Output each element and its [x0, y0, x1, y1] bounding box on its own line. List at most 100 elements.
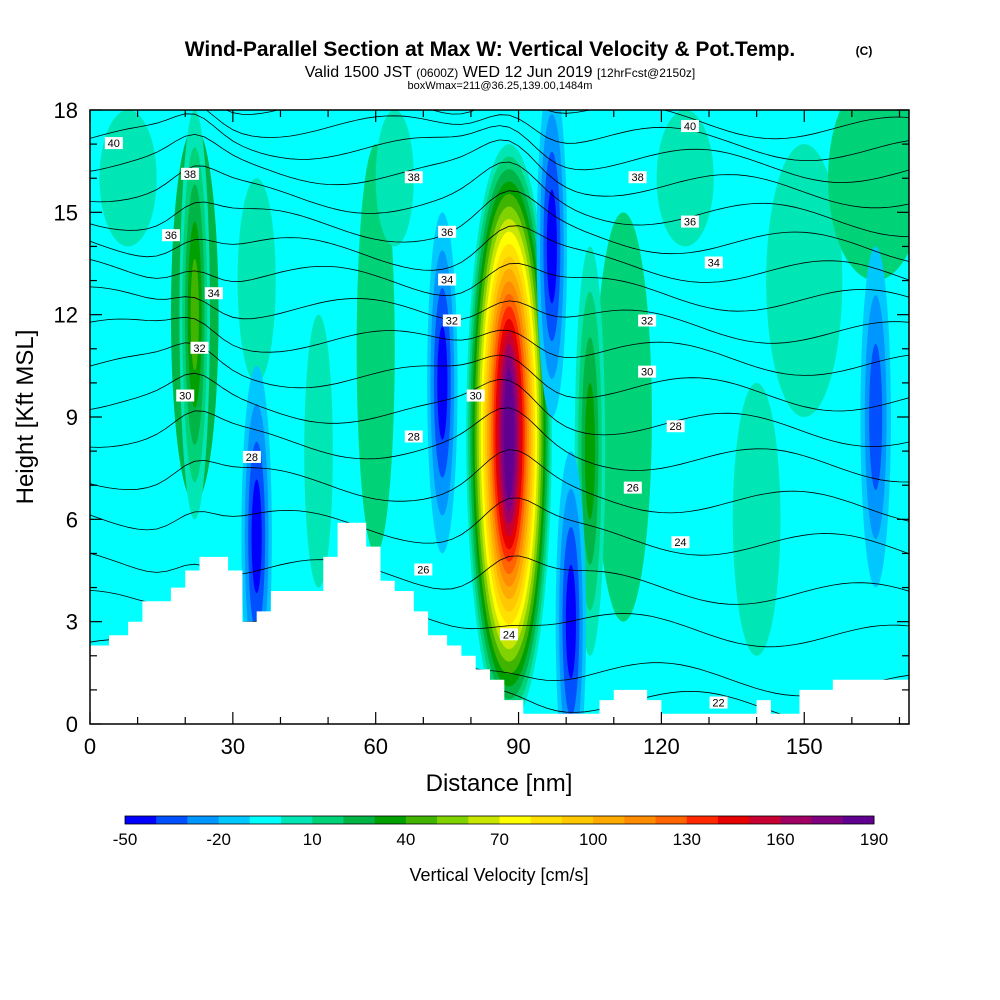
- isentrope-label: 32: [190, 341, 209, 355]
- isentrope-label-box: [638, 365, 657, 378]
- colorbar-label: Vertical Velocity [cm/s]: [409, 865, 588, 885]
- colorbar-swatch: [717, 816, 750, 824]
- colorbar-swatch: [686, 816, 719, 824]
- isentrope-label-box: [438, 225, 457, 238]
- updraft-contour: [584, 382, 596, 520]
- colorbar-swatch: [624, 816, 656, 824]
- isentrope-label-box: [704, 256, 723, 269]
- isentrope-line: [205, 110, 909, 161]
- isentrope-label: 40: [680, 120, 699, 133]
- colorbar-tick-label: 10: [303, 830, 322, 849]
- isentrope-label-text: 38: [408, 172, 420, 184]
- isentrope-label-box: [404, 171, 423, 184]
- colorbar-swatch: [749, 816, 781, 824]
- velocity-weak-cell: [656, 110, 714, 247]
- isentrope-label-box: [628, 171, 647, 184]
- isentrope-line: [90, 133, 909, 209]
- isentrope-label: 34: [204, 287, 223, 300]
- isentrope-label: 36: [438, 225, 457, 239]
- isentrope-line: [90, 449, 909, 522]
- isentrope-label: 28: [666, 420, 685, 433]
- colorbar-swatch: [437, 816, 469, 824]
- chart-title-mark: (C): [856, 44, 873, 58]
- subtitle-utc: (0600Z): [416, 66, 458, 80]
- isentrope-line: [90, 259, 909, 312]
- isentrope-label: 22: [709, 696, 728, 710]
- isentrope-line: [90, 225, 909, 283]
- isentrope-label: 34: [704, 256, 723, 270]
- isentrope-label-text: 40: [108, 138, 120, 150]
- y-tick-label: 12: [54, 303, 78, 328]
- colorbar-swatch: [343, 816, 376, 824]
- colorbar-swatch: [405, 816, 438, 824]
- colorbar-swatch: [655, 816, 688, 824]
- y-tick-label: 3: [66, 610, 78, 635]
- isentrope-label: 38: [180, 167, 199, 181]
- terrain-mask: [90, 522, 909, 724]
- isentrope-label-text: 28: [670, 421, 682, 433]
- isentrope-label-box: [671, 536, 690, 549]
- colorbar-swatch: [530, 816, 563, 824]
- isentrope-line: [90, 372, 909, 447]
- isentrope-label: 24: [671, 536, 690, 549]
- isentrope-line: [90, 286, 909, 344]
- isentrope-line: [90, 161, 909, 237]
- isentrope-label: 38: [404, 171, 423, 184]
- isentrope-label-box: [404, 430, 423, 443]
- isentrope-label-text: 36: [684, 217, 696, 229]
- x-tick-label: 120: [643, 734, 680, 759]
- colorbar-swatch: [249, 816, 282, 824]
- velocity-weak-cell: [356, 144, 395, 554]
- velocity-weak-cell: [594, 212, 652, 622]
- colorbar-tick-label: 40: [396, 830, 415, 849]
- colorbar-tick-label: 130: [673, 830, 701, 849]
- isentrope-label-box: [180, 167, 199, 180]
- isentrope-label-text: 36: [165, 230, 177, 242]
- isentrope-label-box: [709, 696, 728, 709]
- chart-subtitle: Valid 1500 JST (0600Z) WED 12 Jun 2019 […: [305, 64, 696, 81]
- y-tick-label: 0: [66, 712, 78, 737]
- isentrope-label-box: [161, 229, 180, 242]
- isentrope-label-text: 22: [712, 698, 724, 710]
- isentrope-label: 26: [623, 481, 642, 495]
- isentrope-label: 30: [466, 389, 485, 403]
- isentrope-line: [90, 316, 909, 376]
- colorbar-swatch: [281, 816, 313, 824]
- colorbar-tick-label: -50: [113, 830, 138, 849]
- isentrope-label-text: 34: [708, 258, 720, 270]
- colorbar-swatch: [156, 816, 188, 824]
- chart-subtitle-2: boxWmax=211@36.25,139.00,1484m: [408, 80, 593, 92]
- isentrope-label-text: 26: [417, 565, 429, 577]
- isentrope-label: 38: [628, 171, 647, 184]
- isentrope-line: [90, 113, 909, 184]
- isentrope-label-box: [623, 481, 642, 494]
- x-tick-label: 0: [84, 734, 96, 759]
- isentrope-label-text: 34: [208, 288, 220, 300]
- colorbar-swatch: [312, 816, 344, 824]
- isentrope-label-text: 32: [446, 315, 458, 327]
- colorbar-swatch: [842, 816, 875, 824]
- isentrope-label-box: [242, 450, 261, 463]
- isentrope-label-box: [104, 137, 123, 150]
- y-tick-label: 15: [54, 200, 78, 225]
- downdraft-contour: [546, 189, 557, 304]
- colorbar-swatch: [374, 816, 407, 824]
- isentrope-label-text: 26: [627, 483, 639, 495]
- y-tick-label: 9: [66, 405, 78, 430]
- colorbar-swatch: [218, 816, 251, 824]
- isentrope-label-box: [176, 389, 195, 402]
- isentrope-label: 32: [442, 314, 461, 327]
- isentrope-label-text: 30: [641, 367, 653, 379]
- colorbar-swatch: [499, 816, 532, 824]
- colorbar-tick-label: 190: [860, 830, 888, 849]
- colorbar-tick-label: -20: [206, 830, 231, 849]
- isentrope-label-text: 28: [408, 431, 420, 443]
- isentrope-label-text: 32: [641, 315, 653, 327]
- colorbar-swatch: [593, 816, 625, 824]
- x-tick-label: 150: [786, 734, 823, 759]
- downdraft-contour: [869, 343, 883, 491]
- isentrope-label: 24: [500, 628, 519, 641]
- downdraft-contour: [251, 479, 262, 594]
- isentrope-label-box: [466, 389, 485, 402]
